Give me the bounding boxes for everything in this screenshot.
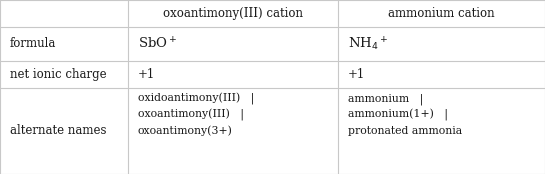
Text: NH$_4$$^+$: NH$_4$$^+$ — [348, 35, 388, 53]
Text: alternate names: alternate names — [10, 124, 106, 137]
Text: ammonium(1+)   |: ammonium(1+) | — [348, 109, 447, 121]
Text: ammonium cation: ammonium cation — [388, 7, 495, 20]
Text: SbO$^+$: SbO$^+$ — [138, 36, 177, 52]
Text: +1: +1 — [138, 68, 155, 81]
Text: oxoantimony(III) cation: oxoantimony(III) cation — [163, 7, 303, 20]
Text: oxoantimony(3+): oxoantimony(3+) — [138, 126, 233, 136]
Text: net ionic charge: net ionic charge — [10, 68, 106, 81]
Text: ammonium   |: ammonium | — [348, 93, 423, 105]
Text: oxoantimony(III)   |: oxoantimony(III) | — [138, 109, 244, 121]
Text: protonated ammonia: protonated ammonia — [348, 126, 462, 136]
Text: oxidoantimony(III)   |: oxidoantimony(III) | — [138, 93, 255, 105]
Text: formula: formula — [10, 37, 56, 50]
Text: +1: +1 — [348, 68, 365, 81]
